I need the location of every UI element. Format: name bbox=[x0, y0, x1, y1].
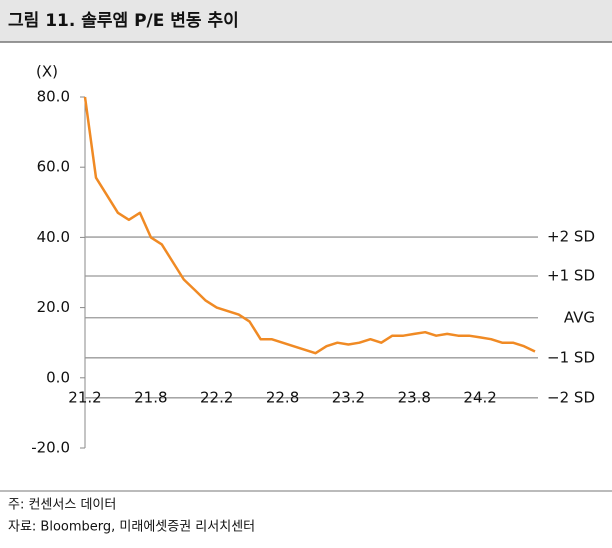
y-unit: (X) bbox=[36, 63, 58, 81]
y-tick-label: 60.0 bbox=[37, 158, 70, 176]
source: 자료: Bloomberg, 미래에셋증권 리서치센터 bbox=[8, 520, 255, 535]
x-tick-label: 24.2 bbox=[463, 388, 496, 406]
reference-label: +2 SD bbox=[547, 228, 595, 246]
y-tick-label: 40.0 bbox=[37, 228, 70, 246]
y-tick-label: -20.0 bbox=[31, 439, 70, 457]
x-tick-label: 21.8 bbox=[134, 388, 167, 406]
header-band bbox=[0, 0, 612, 42]
note: 주: 컨센서스 데이터 bbox=[8, 498, 116, 513]
data-line bbox=[83, 96, 536, 355]
x-tick-label: 22.8 bbox=[266, 388, 299, 406]
x-tick-label: 22.2 bbox=[200, 388, 233, 406]
reference-label: +1 SD bbox=[547, 267, 595, 285]
y-tick-label: 20.0 bbox=[37, 298, 70, 316]
y-tick-label: 80.0 bbox=[37, 88, 70, 106]
y-tick-label: 0.0 bbox=[46, 368, 70, 386]
chart-title: 그림 11. 솔루엠 P/E 변동 추이 bbox=[8, 11, 239, 31]
reference-label: AVG bbox=[564, 308, 595, 326]
reference-label: −1 SD bbox=[547, 348, 595, 366]
x-tick-label: 23.8 bbox=[398, 388, 431, 406]
x-tick-label: 23.2 bbox=[332, 388, 365, 406]
x-tick-label: 21.2 bbox=[68, 388, 101, 406]
reference-label: −2 SD bbox=[547, 388, 595, 406]
